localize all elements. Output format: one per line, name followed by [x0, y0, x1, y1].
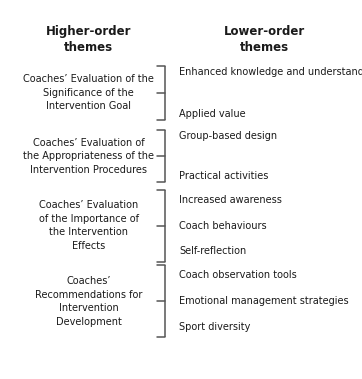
Text: Sport diversity: Sport diversity [179, 322, 251, 332]
Text: Coach observation tools: Coach observation tools [179, 270, 297, 280]
Text: Coaches’ Evaluation of the
Significance of the
Intervention Goal: Coaches’ Evaluation of the Significance … [23, 74, 154, 111]
Text: Coaches’ Evaluation of
the Appropriateness of the
Intervention Procedures: Coaches’ Evaluation of the Appropriatene… [23, 138, 154, 175]
Text: Coaches’
Recommendations for
Intervention
Development: Coaches’ Recommendations for Interventio… [35, 276, 142, 327]
Text: Applied value: Applied value [179, 109, 246, 119]
Text: Self-reflection: Self-reflection [179, 246, 247, 257]
Text: Lower-order
themes: Lower-order themes [224, 25, 305, 54]
Text: Emotional management strategies: Emotional management strategies [179, 296, 349, 306]
Text: Higher-order
themes: Higher-order themes [46, 25, 131, 54]
Text: Practical activities: Practical activities [179, 171, 269, 181]
Text: Increased awareness: Increased awareness [179, 194, 282, 205]
Text: Coach behaviours: Coach behaviours [179, 221, 267, 230]
Text: Enhanced knowledge and understanding: Enhanced knowledge and understanding [179, 67, 362, 77]
Text: Group-based design: Group-based design [179, 131, 277, 141]
Text: Coaches’ Evaluation
of the Importance of
the Intervention
Effects: Coaches’ Evaluation of the Importance of… [39, 200, 139, 251]
